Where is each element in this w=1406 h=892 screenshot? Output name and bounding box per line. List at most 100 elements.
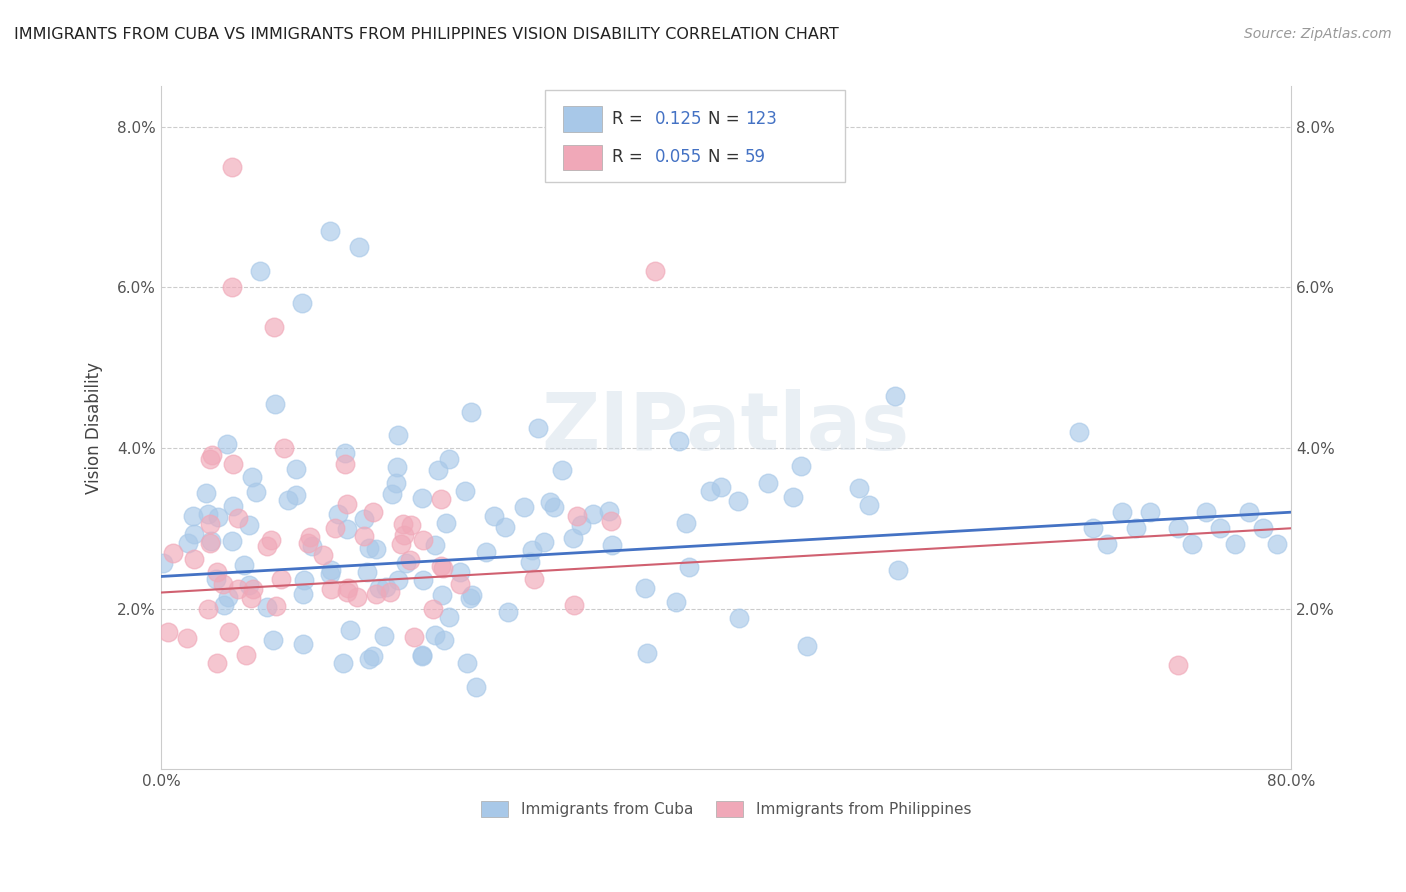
Point — [361, 505, 384, 519]
Point — [465, 680, 488, 694]
Point — [562, 598, 585, 612]
Text: N =: N = — [707, 148, 745, 166]
Point — [256, 539, 278, 553]
Point — [200, 534, 222, 549]
Point — [197, 602, 219, 616]
Point — [319, 567, 342, 582]
Point — [353, 511, 375, 525]
Point — [678, 560, 700, 574]
Point — [425, 538, 447, 552]
Point — [430, 491, 453, 506]
Point — [474, 545, 496, 559]
Point — [411, 649, 433, 664]
Point — [367, 581, 389, 595]
Point — [433, 633, 456, 648]
Point — [727, 493, 749, 508]
Point — [200, 517, 222, 532]
Point — [1209, 521, 1232, 535]
Point — [238, 518, 260, 533]
Point — [432, 588, 454, 602]
Point — [263, 320, 285, 334]
Text: Source: ZipAtlas.com: Source: ZipAtlas.com — [1244, 27, 1392, 41]
Point — [249, 264, 271, 278]
Point — [484, 508, 506, 523]
Point — [887, 563, 910, 577]
Point — [634, 581, 657, 595]
Point — [644, 264, 666, 278]
Point — [454, 484, 477, 499]
Point — [201, 448, 224, 462]
Point — [460, 405, 482, 419]
Point — [353, 529, 375, 543]
Point — [848, 481, 870, 495]
Point — [211, 577, 233, 591]
Point — [273, 441, 295, 455]
Point — [1167, 521, 1189, 535]
Point — [356, 565, 378, 579]
Text: N =: N = — [707, 110, 745, 128]
Point — [336, 496, 359, 510]
Point — [1125, 521, 1147, 535]
Point — [347, 240, 370, 254]
Point — [1181, 537, 1204, 551]
Point — [217, 590, 239, 604]
Point — [183, 527, 205, 541]
Point — [423, 628, 446, 642]
Point — [222, 457, 245, 471]
Point — [321, 563, 343, 577]
Point — [449, 565, 471, 579]
Point — [221, 280, 243, 294]
Point — [411, 648, 433, 662]
Point — [538, 494, 561, 508]
Point — [256, 599, 278, 614]
Point — [636, 646, 658, 660]
Point — [226, 511, 249, 525]
Point — [262, 632, 284, 647]
Point — [339, 624, 361, 638]
Text: 59: 59 — [745, 148, 766, 166]
Point — [520, 543, 543, 558]
Point — [292, 587, 315, 601]
Point — [233, 558, 256, 572]
Point — [429, 558, 451, 573]
Point — [226, 582, 249, 596]
Point — [439, 610, 461, 624]
Point — [1139, 505, 1161, 519]
Point — [221, 160, 243, 174]
Point — [598, 503, 620, 517]
Point — [292, 637, 315, 651]
Point — [212, 598, 235, 612]
Point — [183, 552, 205, 566]
FancyBboxPatch shape — [564, 106, 602, 131]
Point — [782, 490, 804, 504]
Point — [297, 536, 319, 550]
Point — [1223, 537, 1246, 551]
Point — [240, 470, 263, 484]
Point — [176, 631, 198, 645]
Point — [264, 397, 287, 411]
Text: ZIPatlas: ZIPatlas — [541, 389, 910, 467]
Point — [533, 535, 555, 549]
Point — [496, 605, 519, 619]
Point — [336, 581, 359, 595]
Point — [152, 556, 174, 570]
Point — [450, 577, 472, 591]
Point — [336, 584, 359, 599]
Point — [321, 582, 343, 596]
Point — [412, 533, 434, 547]
Point — [392, 527, 415, 541]
Point — [399, 518, 422, 533]
Point — [346, 590, 368, 604]
Point — [387, 573, 409, 587]
Point — [205, 565, 228, 579]
Text: 0.055: 0.055 — [655, 148, 702, 166]
Point — [675, 516, 697, 530]
Point — [183, 509, 205, 524]
Point — [581, 507, 603, 521]
Point — [221, 533, 243, 548]
Point — [434, 516, 457, 530]
Point — [395, 556, 418, 570]
Point — [460, 591, 482, 605]
Point — [301, 539, 323, 553]
Point — [207, 657, 229, 671]
